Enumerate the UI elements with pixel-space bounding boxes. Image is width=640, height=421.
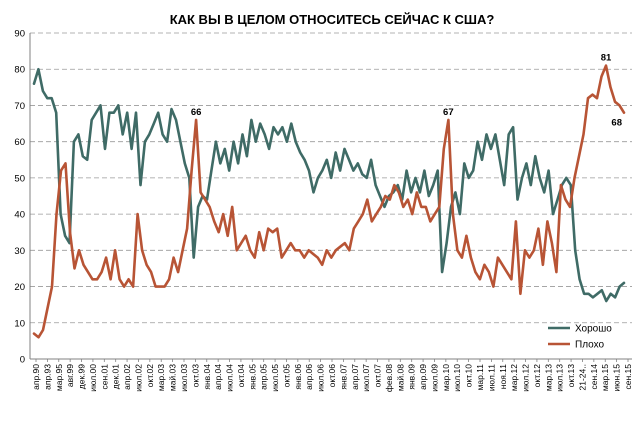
x-tick-label: апр.93: [42, 364, 52, 390]
x-tick-label: май.03: [168, 364, 178, 391]
x-tick-label: ноя.11: [498, 364, 508, 389]
data-label: 67: [443, 107, 454, 118]
x-tick-label: июл.09: [429, 364, 439, 392]
x-tick-label: окт.13: [566, 364, 576, 388]
y-tick-label: 90: [14, 29, 25, 40]
x-tick-label: мар.10: [441, 364, 451, 391]
x-tick-label: окт.04: [236, 364, 246, 388]
x-tick-label: июл.11: [486, 364, 496, 391]
x-tick-label: апр.09: [418, 364, 428, 390]
x-tick-label: окт.03: [190, 364, 200, 388]
x-tick-label: апр.90: [31, 364, 41, 390]
annotations: 66 67 81 68: [191, 53, 622, 129]
x-tick-label: окт.05: [281, 364, 291, 388]
x-tick-label: янв.05: [247, 364, 257, 390]
x-tick-label: янв.04: [202, 364, 212, 390]
legend: Хорошо Плохо: [548, 324, 612, 351]
x-tick-label: окт.06: [327, 364, 337, 388]
x-tick-label: окт.10: [464, 364, 474, 388]
x-tick-label: июн.15: [612, 364, 622, 392]
x-tick-label: мар.13: [543, 364, 553, 391]
x-tick-label: сен.15: [623, 364, 633, 390]
x-tick-label: дек.01: [111, 364, 121, 389]
x-tick-label: авг.99: [65, 364, 75, 387]
y-tick-label: 70: [14, 101, 25, 112]
x-tick-label: мар.12: [509, 364, 519, 391]
x-tick-label: сен.01: [99, 364, 109, 390]
x-tick-label: июл.12: [521, 364, 531, 392]
y-tick-label: 30: [14, 246, 25, 257]
data-label: 66: [191, 107, 202, 118]
data-label: 81: [601, 53, 612, 64]
x-tick-label: май.08: [395, 364, 405, 391]
axes: 0 10 20 30 40 50 60 70 80 90 апр.90 апр.93 мар.95 авг…: [14, 29, 633, 393]
x-tick-label: мар.03: [156, 364, 166, 391]
y-tick-label: 50: [14, 173, 25, 184]
x-tick-label: июл.13: [555, 364, 565, 392]
x-tick-label: апр.04: [213, 364, 223, 390]
x-tick-label: фев.08: [384, 364, 394, 392]
x-tick-label: окт.07: [373, 364, 383, 388]
series-lines: [32, 64, 626, 339]
x-tick-label: июл.07: [361, 364, 371, 392]
x-tick-label: июл.10: [452, 364, 462, 392]
x-tick-label: 21-24..: [577, 364, 587, 390]
x-tick-label: янв.09: [407, 364, 417, 390]
series-line-good: [32, 67, 626, 303]
x-tick-label: апр.05: [259, 364, 269, 390]
x-tick-label: мар.11: [475, 364, 485, 391]
chart-title: КАК ВЫ В ЦЕЛОМ ОТНОСИТЕСЬ СЕЙЧАС К США?: [170, 12, 495, 27]
data-label: 68: [611, 118, 622, 129]
x-tick-label: июл.03: [179, 364, 189, 392]
legend-label: Плохо: [575, 340, 604, 351]
legend-label: Хорошо: [575, 324, 612, 335]
x-tick-label: апр.06: [304, 364, 314, 390]
y-tick-label: 40: [14, 210, 25, 221]
y-tick-label: 10: [14, 318, 25, 329]
x-tick-label: апр.02: [122, 364, 132, 390]
x-tick-label: апр.07: [350, 364, 360, 390]
x-tick-label: июл.04: [225, 364, 235, 392]
x-tick-label: июл.02: [133, 364, 143, 392]
x-tick-label: июл.05: [270, 364, 280, 392]
x-tick-label: окт.02: [145, 364, 155, 388]
y-tick-label: 60: [14, 137, 25, 148]
x-tick-label: янв.06: [293, 364, 303, 390]
x-tick-label: дек.99: [77, 364, 87, 389]
x-tick-label: мар.95: [54, 364, 64, 391]
x-tick-label: июл.06: [316, 364, 326, 392]
series-line-bad: [32, 64, 626, 339]
y-tick-label: 80: [14, 65, 25, 76]
x-tick-label: июл.00: [88, 364, 98, 392]
x-tick-label: янв.07: [338, 364, 348, 390]
y-tick-label: 20: [14, 282, 25, 293]
y-tick-label: 0: [20, 355, 25, 366]
x-tick-label: окт.12: [532, 364, 542, 388]
x-tick-label: мар.15: [600, 364, 610, 391]
x-tick-label: сен.14: [589, 364, 599, 390]
